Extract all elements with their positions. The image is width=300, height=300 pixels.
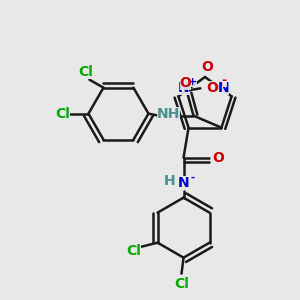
Text: -: - <box>222 74 227 87</box>
Text: O: O <box>206 81 218 95</box>
Text: O: O <box>179 76 191 90</box>
Text: Cl: Cl <box>126 244 141 258</box>
Text: NH: NH <box>157 107 180 121</box>
Text: O: O <box>201 60 213 74</box>
Text: Cl: Cl <box>55 107 70 121</box>
Text: O: O <box>213 151 224 165</box>
Text: N: N <box>178 81 189 95</box>
Text: H: H <box>164 174 176 188</box>
Text: Cl: Cl <box>174 277 189 291</box>
Text: -: - <box>190 173 194 183</box>
Text: +: + <box>188 77 197 87</box>
Text: N: N <box>178 176 189 190</box>
Text: N: N <box>218 81 230 95</box>
Text: Cl: Cl <box>78 65 93 79</box>
